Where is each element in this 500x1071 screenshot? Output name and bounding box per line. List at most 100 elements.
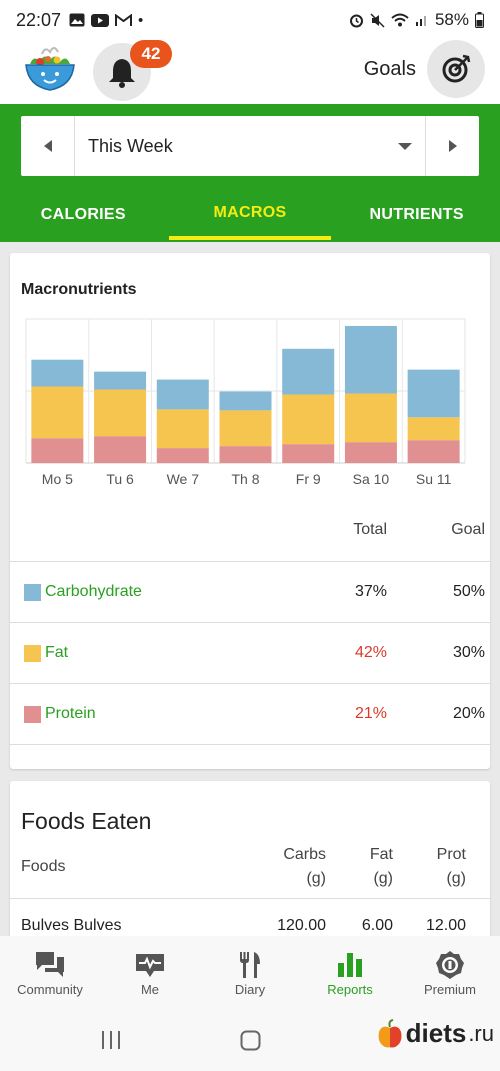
apple-icon [378,1018,402,1047]
chart-tick-label: Mo 5 [42,471,73,487]
nav-community[interactable]: Community [0,936,100,1010]
next-week-button[interactable] [425,116,479,176]
app-logo[interactable] [20,40,80,98]
foods-eaten-card: Foods Eaten Foods Carbs (g) Fat (g) Prot… [10,781,490,941]
carbohydrate-swatch [24,583,41,601]
header-fat: Fat (g) [370,843,393,891]
recent-apps-icon[interactable] [100,1030,122,1050]
macro-row-protein[interactable]: Protein 21% 20% [10,683,490,744]
chart-tick-label: Su 11 [416,471,452,487]
status-time: 22:07 [16,9,62,30]
chart-bar-fat[interactable] [94,389,147,437]
header-fat-unit: (g) [373,870,393,887]
app-header: 42 Goals [0,40,500,104]
nav-reports[interactable]: Reports [300,936,400,1010]
nav-premium-label: Premium [423,982,476,997]
home-icon[interactable] [240,1030,261,1051]
watermark-tld: .ru [468,1020,494,1046]
header-foods: Foods [21,858,66,875]
chart-bar-carbohydrate[interactable] [344,325,397,394]
macro-goal: 30% [452,644,485,661]
header-fat-label: Fat [369,846,393,863]
tab-calories[interactable]: CALORIES [0,188,167,242]
nav-diary[interactable]: Diary [200,936,300,1010]
header-carbs: Carbs (g) [283,843,326,891]
status-system-icons: 58% [349,10,484,30]
macro-name: Fat [45,644,69,661]
chart-bar-protein[interactable] [94,436,147,463]
header-prot-unit: (g) [446,870,466,887]
bottom-navigation: Community Me Diary Reports [0,936,500,1010]
macro-total: 37% [354,583,387,600]
food-fat: 6.00 [361,917,393,934]
tab-nutrients-label: NUTRIENTS [369,206,464,223]
chart-bar-protein[interactable] [156,448,209,463]
chart-bar-fat[interactable] [282,394,335,445]
bar-chart-icon [338,953,362,977]
macro-row-fat[interactable]: Fat 42% 30% [10,622,490,683]
column-header-total: Total [353,521,387,538]
nav-reports-label: Reports [327,982,373,997]
triangle-left-icon [43,140,52,152]
goals-button[interactable] [427,40,485,98]
system-navigation-bar: diets .ru [0,1010,500,1071]
header-prot: Prot (g) [437,843,466,891]
nav-me[interactable]: Me [100,936,200,1010]
macro-name: Carbohydrate [45,583,142,600]
chart-bar-protein[interactable] [282,444,335,463]
triangle-right-icon [448,140,457,152]
signal-icon [415,16,426,26]
chart-bar-protein[interactable] [219,446,272,463]
alarm-icon [349,14,363,27]
chart-bar-fat[interactable] [407,417,460,441]
heart-pulse-icon [136,954,164,977]
wifi-icon [391,13,409,27]
report-header: This Week CALORIES MACROS NUTRIENTS [0,104,500,242]
mute-icon [370,12,385,28]
nav-community-label: Community [17,982,83,997]
notification-badge: 42 [130,40,172,68]
macro-row-carbohydrate[interactable]: Carbohydrate 37% 50% [10,561,490,622]
week-dropdown-label[interactable]: This Week [88,135,173,156]
chart-bar-carbohydrate[interactable] [94,371,147,390]
fat-swatch [24,644,41,662]
chart-bar-protein[interactable] [344,442,397,463]
previous-week-button[interactable] [21,116,75,176]
nav-premium[interactable]: Premium [400,936,500,1010]
food-name: Bulves Bulves [21,917,122,934]
macro-name: Protein [45,705,96,722]
chart-bar-fat[interactable] [219,410,272,447]
tab-macros[interactable]: MACROS [167,188,334,242]
week-dropdown-toggle[interactable] [385,116,425,176]
chart-bar-fat[interactable] [31,386,84,439]
chart-bar-carbohydrate[interactable] [407,369,460,418]
status-bar: 22:07 • 58% [0,0,500,40]
chart-bar-carbohydrate[interactable] [156,379,209,410]
macro-total: 21% [354,705,387,722]
chart-bar-fat[interactable] [156,409,209,449]
macro-goal: 20% [452,705,485,722]
header-carbs-label: Carbs [283,846,326,863]
macro-total: 42% [354,644,387,661]
chat-icon [36,952,64,977]
chart-bar-fat[interactable] [344,393,397,443]
battery-icon [475,12,484,28]
chart-bar-protein[interactable] [31,438,84,463]
chart-tick-label: Tu 6 [106,471,134,487]
header-carbs-unit: (g) [306,870,326,887]
chart-bar-carbohydrate[interactable] [219,391,272,411]
nav-diary-label: Diary [234,982,266,997]
battery-percent: 58% [434,10,469,29]
chart-bar-carbohydrate[interactable] [31,359,84,387]
chart-bar-carbohydrate[interactable] [282,348,335,395]
bell-icon [109,59,135,88]
youtube-icon [91,13,110,27]
nav-me-label: Me [140,982,160,997]
macronutrients-title: Macronutrients [21,281,137,298]
chart-tick-label: Sa 10 [353,471,390,487]
macro-goal: 50% [452,583,485,600]
chart-bar-protein[interactable] [407,440,460,463]
goals-label[interactable]: Goals [363,58,416,80]
tab-nutrients[interactable]: NUTRIENTS [333,188,500,242]
report-tabs: CALORIES MACROS NUTRIENTS [0,188,500,242]
